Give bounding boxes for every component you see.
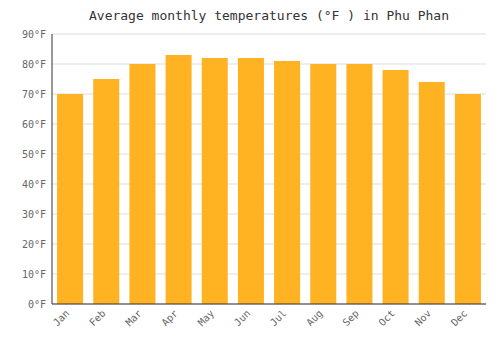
x-axis-line bbox=[52, 304, 486, 305]
y-tick-label: 30°F bbox=[22, 209, 46, 220]
grid-line bbox=[52, 304, 486, 305]
x-tick-label: Oct bbox=[376, 308, 397, 329]
bar bbox=[93, 79, 119, 304]
bar bbox=[238, 58, 264, 304]
x-tick-label: Aug bbox=[304, 308, 325, 329]
y-tick-label: 70°F bbox=[22, 89, 46, 100]
bar bbox=[57, 94, 83, 304]
bars bbox=[57, 55, 481, 304]
x-tick-label: Sep bbox=[340, 308, 361, 329]
x-tick-label: Jan bbox=[51, 308, 72, 329]
grid-line bbox=[52, 64, 486, 65]
y-tick-label: 90°F bbox=[22, 29, 46, 40]
y-tick-label: 0°F bbox=[28, 299, 46, 310]
bar bbox=[455, 94, 481, 304]
bar bbox=[383, 70, 409, 304]
y-tick-label: 50°F bbox=[22, 149, 46, 160]
grid-line bbox=[52, 34, 486, 35]
y-tick-label: 20°F bbox=[22, 239, 46, 250]
x-tick-label: Jul bbox=[268, 308, 289, 329]
chart: Average monthly temperatures (°F ) in Ph… bbox=[0, 0, 500, 350]
bar bbox=[310, 64, 336, 304]
bar bbox=[419, 82, 445, 304]
bar bbox=[202, 58, 228, 304]
y-tick-label: 60°F bbox=[22, 119, 46, 130]
title: Average monthly temperatures (°F ) in Ph… bbox=[89, 8, 449, 23]
x-tick-label: May bbox=[196, 308, 217, 329]
bar bbox=[129, 64, 155, 304]
x-tick-label: Mar bbox=[123, 308, 144, 329]
x-tick-label: Dec bbox=[449, 308, 470, 329]
y-tick-label: 80°F bbox=[22, 59, 46, 70]
bar bbox=[166, 55, 192, 304]
y-tick-label: 40°F bbox=[22, 179, 46, 190]
y-tick-label: 10°F bbox=[22, 269, 46, 280]
x-tick-label: Nov bbox=[413, 308, 434, 329]
y-grid bbox=[52, 34, 486, 304]
y-axis-line bbox=[52, 34, 53, 304]
bar bbox=[346, 64, 372, 304]
x-tick-label: Feb bbox=[87, 308, 108, 329]
x-tick-label: Jun bbox=[232, 308, 253, 329]
bar bbox=[274, 61, 300, 304]
chart-container: Average monthly temperatures (°F ) in Ph… bbox=[0, 0, 500, 350]
x-tick-label: Apr bbox=[159, 308, 180, 329]
